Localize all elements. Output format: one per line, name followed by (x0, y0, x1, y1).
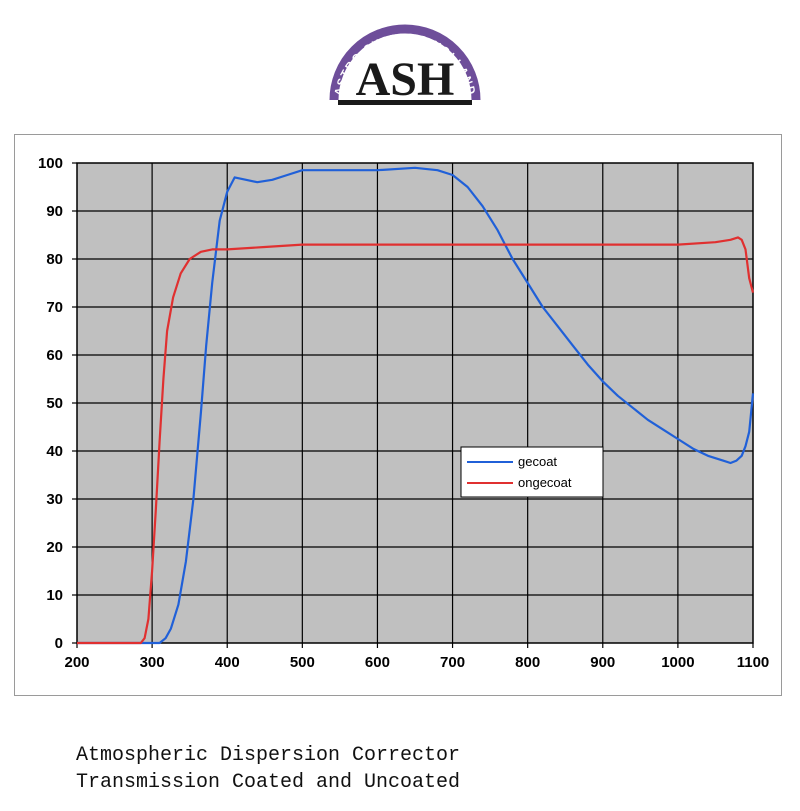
x-tick-label: 400 (215, 654, 240, 671)
caption: Atmospheric Dispersion Corrector Transmi… (76, 742, 460, 796)
x-tick-label: 1000 (661, 654, 694, 671)
x-tick-label: 700 (440, 654, 465, 671)
caption-line-2: Transmission Coated and Uncoated (76, 771, 461, 794)
y-tick-label: 30 (46, 491, 63, 508)
y-tick-label: 80 (46, 251, 63, 268)
series-group (77, 166, 755, 645)
legend-label-gecoat: gecoat (518, 454, 557, 469)
y-tick-label: 40 (46, 443, 63, 460)
x-tick-label: 500 (290, 654, 315, 671)
x-tick-label: 600 (365, 654, 390, 671)
x-tick-label: 300 (140, 654, 165, 671)
transmission-chart: 200 300 400 500 600 700 800 900 1000 1100 0 10 20 30… (38, 155, 769, 671)
x-tick-label: 900 (590, 654, 615, 671)
x-tick-label: 1100 (737, 654, 770, 671)
caption-line-1: Atmospheric Dispersion Corrector (76, 744, 461, 767)
legend: gecoat ongecoat (460, 446, 604, 498)
y-tick-label: 0 (55, 635, 63, 652)
legend-label-ongecoat: ongecoat (518, 475, 572, 490)
legend-box (460, 446, 604, 498)
y-tick-label: 10 (46, 587, 63, 604)
y-tick-label: 60 (46, 347, 63, 364)
y-tick-label: 70 (46, 299, 63, 316)
astro-systems-holland-logo: ASTRO SYSTEMS HOLLAND ASH (329, 24, 481, 106)
grid-lines (77, 163, 753, 643)
series-line-ongecoat (77, 236, 755, 645)
y-tick-label: 100 (38, 155, 63, 172)
y-tick-label: 90 (46, 203, 63, 220)
logo-mark: ASH (356, 53, 455, 106)
x-tick-label: 200 (64, 654, 89, 671)
y-tick-label: 50 (46, 395, 63, 412)
x-axis-ticks: 200 300 400 500 600 700 800 900 1000 1100 (64, 643, 769, 671)
chart-frame: 200 300 400 500 600 700 800 900 1000 1100 0 10 20 30… (14, 134, 782, 696)
logo-underline (338, 100, 472, 105)
series-line-gecoat (77, 166, 755, 645)
logo-arc (329, 24, 481, 101)
x-tick-label: 800 (515, 654, 540, 671)
y-tick-label: 20 (46, 539, 63, 556)
y-axis-ticks: 0 10 20 30 40 50 60 70 80 90 100 (38, 155, 77, 652)
